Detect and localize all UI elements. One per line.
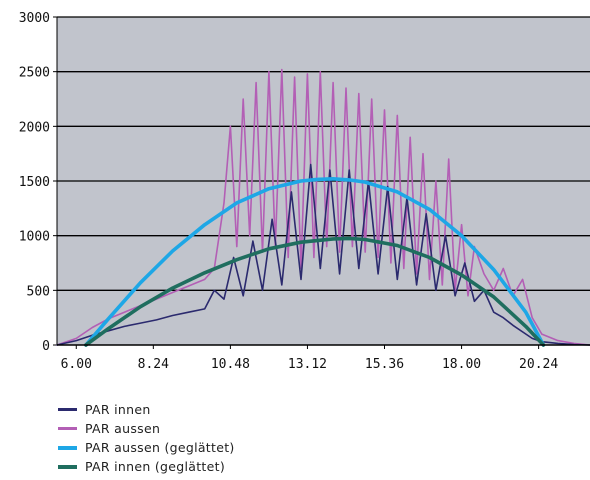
legend: PAR innen PAR aussen PAR aussen (geglätt… — [58, 400, 235, 476]
legend-swatch-par-innen-smoothed — [58, 464, 77, 469]
series-line-par-innen-smoothed — [84, 236, 546, 347]
legend-swatch-par-aussen — [58, 427, 77, 430]
x-tick-label: 6.00 — [61, 357, 92, 372]
legend-label-par-innen-smoothed: PAR innen (geglättet) — [85, 459, 225, 474]
series-lines — [56, 68, 590, 347]
y-axis: 0 500 1000 1500 2000 2500 3000 — [19, 11, 57, 354]
x-tick-label: 8.24 — [138, 357, 169, 372]
legend-swatch-par-innen — [58, 408, 77, 411]
series-line-par-innen — [56, 163, 590, 346]
legend-item-par-aussen-smoothed: PAR aussen (geglättet) — [58, 438, 235, 457]
y-tick-label: 500 — [27, 284, 50, 299]
legend-label-par-aussen: PAR aussen — [85, 421, 161, 436]
x-tick-label: 10.48 — [211, 357, 250, 372]
y-tick-label: 1000 — [19, 230, 50, 245]
legend-item-par-aussen: PAR aussen — [58, 419, 235, 438]
y-tick-label: 2500 — [19, 66, 50, 81]
x-tick-label: 15.36 — [365, 357, 404, 372]
x-axis: 6.00 8.24 10.48 13.12 15.36 18.00 20.24 — [61, 345, 558, 372]
y-tick-label: 2000 — [19, 120, 50, 135]
legend-label-par-aussen-smoothed: PAR aussen (geglättet) — [85, 440, 235, 455]
series-line-par-aussen-smoothed — [84, 177, 546, 347]
par-line-chart: 0 500 1000 1500 2000 2500 3000 6.00 8.24 10.48 13… — [19, 11, 590, 372]
legend-swatch-par-aussen-smoothed — [58, 445, 77, 450]
x-tick-label: 18.00 — [442, 357, 481, 372]
y-tick-label: 3000 — [19, 11, 50, 26]
legend-item-par-innen-smoothed: PAR innen (geglättet) — [58, 457, 235, 476]
x-tick-label: 20.24 — [519, 357, 558, 372]
x-tick-label: 13.12 — [288, 357, 327, 372]
legend-label-par-innen: PAR innen — [85, 402, 151, 417]
legend-item-par-innen: PAR innen — [58, 400, 235, 419]
y-tick-label: 0 — [42, 339, 50, 354]
y-tick-label: 1500 — [19, 175, 50, 190]
